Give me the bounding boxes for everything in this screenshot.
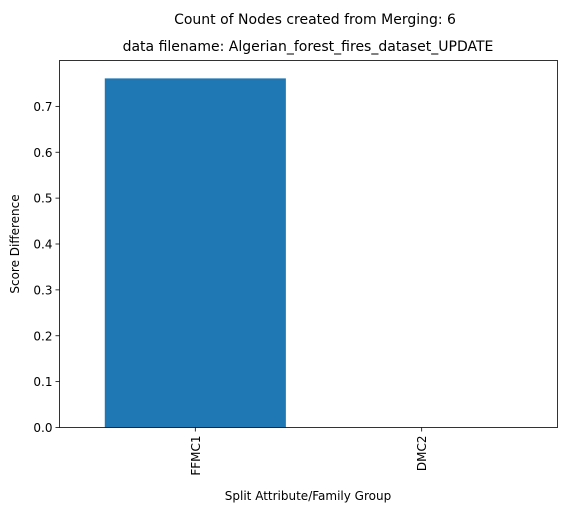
y-axis-label: Score Difference — [8, 194, 22, 293]
y-tick-label: 0.5 — [33, 192, 52, 206]
y-tick-label: 0.3 — [33, 283, 52, 297]
chart-title: Count of Nodes created from Merging: 6 — [174, 12, 456, 28]
y-tick-label: 0.6 — [33, 146, 52, 160]
x-tick-label-ffmc1: FFMC1 — [189, 436, 203, 476]
y-tick-label: 0.2 — [33, 329, 52, 343]
y-tick-label: 0.4 — [33, 238, 52, 252]
x-tick-label-dmc2: DMC2 — [415, 436, 429, 472]
x-axis-ticks: FFMC1 DMC2 — [189, 427, 429, 476]
bar-ffmc1 — [104, 78, 286, 428]
x-axis-label: Split Attribute/Family Group — [225, 489, 391, 503]
y-tick-label: 0.1 — [33, 375, 52, 389]
chart-subtitle: data filename: Algerian_forest_fires_dat… — [123, 39, 494, 55]
y-tick-label: 0.0 — [33, 421, 52, 435]
y-axis-ticks: 0.0 0.1 0.2 0.3 0.4 0.5 0.6 0.7 — [33, 100, 60, 435]
bars-layer — [104, 78, 286, 428]
y-tick-label: 0.7 — [33, 100, 52, 114]
